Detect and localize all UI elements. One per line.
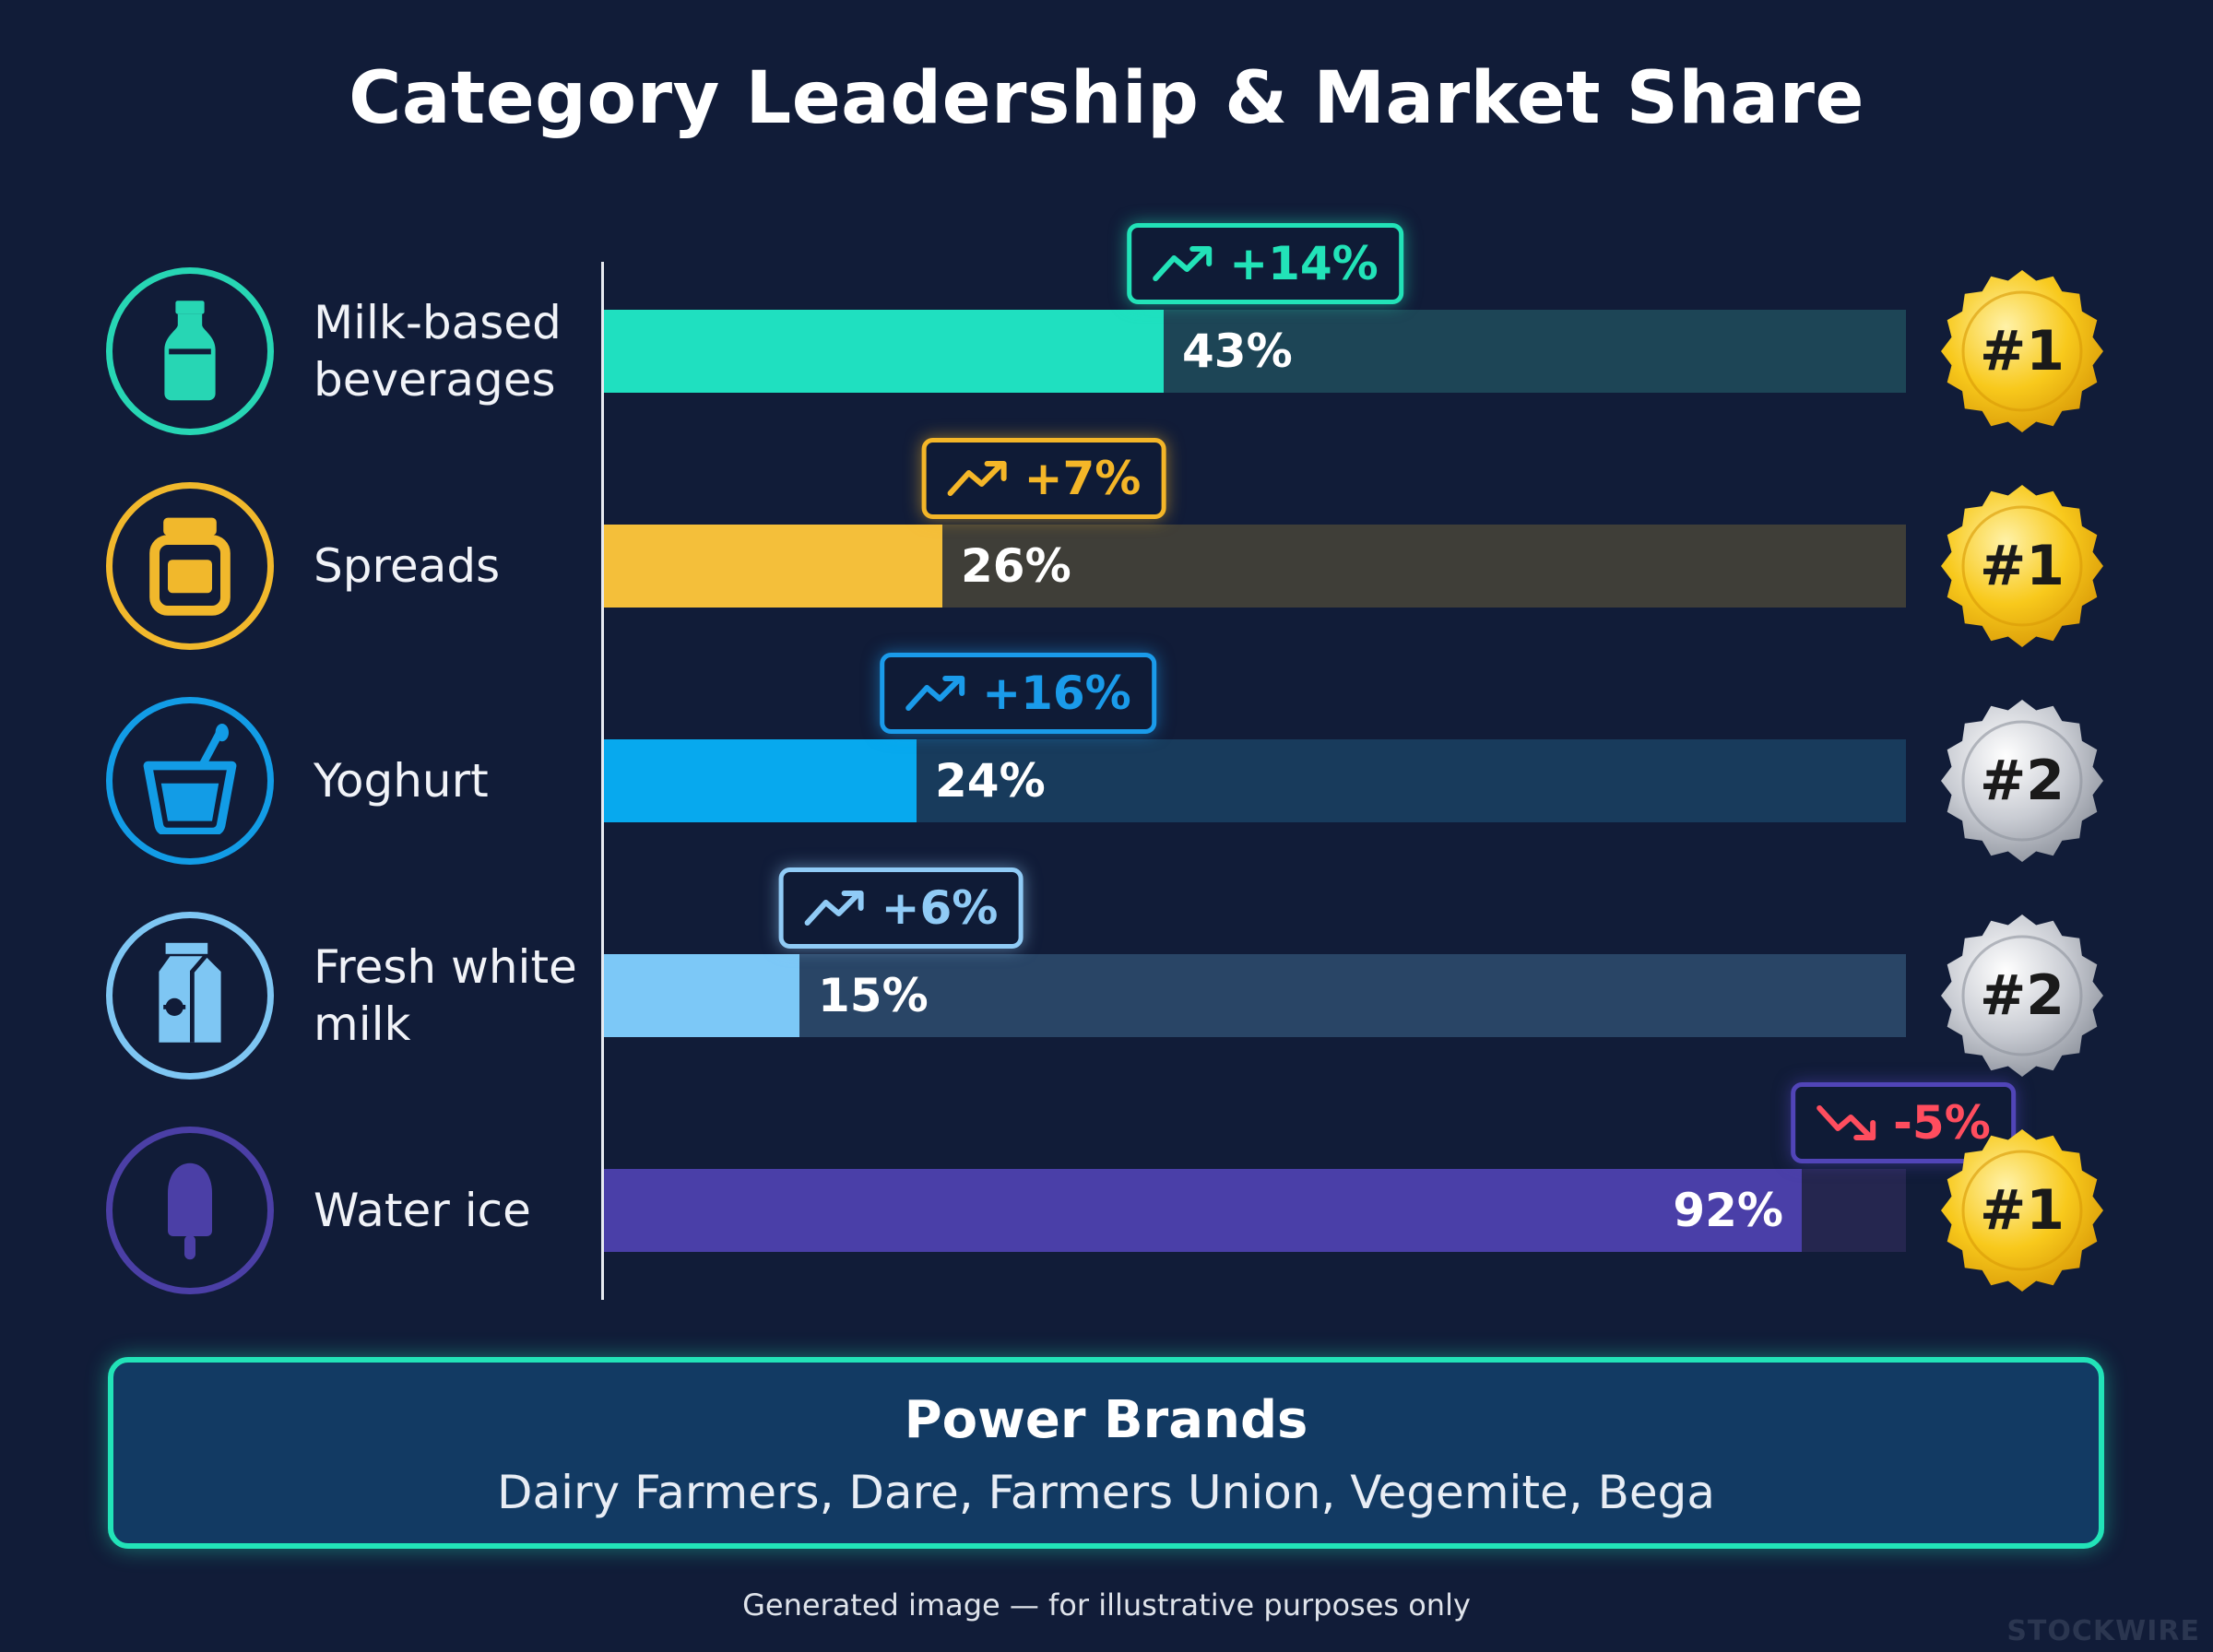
axis-line [601,262,604,1300]
rank-label: #1 [1979,319,2065,384]
category-icon-circle [106,1127,274,1294]
change-badge: -5% [1791,1082,2016,1163]
milk-carton-icon [135,938,245,1053]
gold-medal-icon [1941,485,2103,647]
rank-medal: #2 [1939,698,2105,864]
change-badge: +6% [778,867,1024,949]
value-label: 43% [1182,324,1293,378]
rank-label: #2 [1979,963,2065,1028]
rank-label: #1 [1979,534,2065,598]
bar-track: 15% [604,954,1906,1037]
change-value: +16% [982,667,1131,720]
value-label: 26% [961,539,1071,593]
rank-label: #1 [1979,1178,2065,1243]
chart-title: Category Leadership & Market Share [349,57,1864,140]
rank-medal: #1 [1939,268,2105,434]
watermark: STOCKWIRE [2006,1615,2200,1647]
category-icon-circle [106,267,274,435]
category-icon-circle [106,697,274,865]
silver-medal-icon [1941,914,2103,1077]
category-icon-circle [106,912,274,1080]
trend-up-icon [947,461,1007,496]
category-row: Spreads 26% +7% #1 [0,438,2213,676]
category-row: Milk-based beverages 43% +14% #1 [0,223,2213,461]
rank-medal: #1 [1939,483,2105,649]
trend-up-icon [1153,246,1213,281]
rank-medal: #2 [1939,913,2105,1079]
change-badge: +14% [1127,223,1403,304]
change-value: +14% [1229,237,1379,290]
power-brands-title: Power Brands [904,1390,1308,1450]
gold-medal-icon [1941,1129,2103,1292]
category-row: Yoghurt 24% +16% #2 [0,653,2213,891]
gold-medal-icon [1941,270,2103,432]
category-label: Spreads [314,539,501,593]
bar-track: 26% [604,525,1906,608]
category-label: Fresh white milk [314,940,577,1051]
power-brands-box: Power Brands Dairy Farmers, Dare, Farmer… [108,1357,2104,1549]
value-label: 15% [818,969,929,1022]
category-icon-circle [106,482,274,650]
bar [604,1169,1802,1252]
category-row: Fresh white milk 15% +6% #2 [0,867,2213,1105]
trend-down-icon [1817,1105,1876,1140]
bar-track: 24% [604,739,1906,822]
power-brands-list: Dairy Farmers, Dare, Farmers Union, Vege… [496,1466,1716,1519]
change-badge: +7% [921,438,1166,519]
change-value: +7% [1024,452,1142,505]
change-badge: +16% [880,653,1156,734]
value-label: 24% [935,754,1046,808]
ice-pop-icon [135,1153,245,1268]
value-label: 92% [1673,1184,1783,1237]
rank-label: #2 [1979,749,2065,813]
bar-track: 92% [604,1169,1906,1252]
bar [604,739,917,822]
silver-medal-icon [1941,700,2103,862]
footnote: Generated image — for illustrative purpo… [742,1587,1471,1622]
trend-up-icon [905,676,965,711]
category-label: Water ice [314,1184,531,1237]
category-label: Yoghurt [314,754,489,808]
jar-icon [135,509,245,623]
bar-track: 43% [604,310,1906,393]
change-value: +6% [881,881,999,935]
change-value: -5% [1893,1096,1991,1150]
bar [604,954,799,1037]
trend-up-icon [804,891,864,926]
rank-medal: #1 [1939,1127,2105,1293]
bar [604,525,942,608]
bar [604,310,1164,393]
yoghurt-cup-icon [135,724,245,838]
milk-bottle-icon [135,294,245,408]
category-row: Water ice 92% -5% #1 [0,1082,2213,1320]
category-label: Milk-based beverages [314,296,562,407]
